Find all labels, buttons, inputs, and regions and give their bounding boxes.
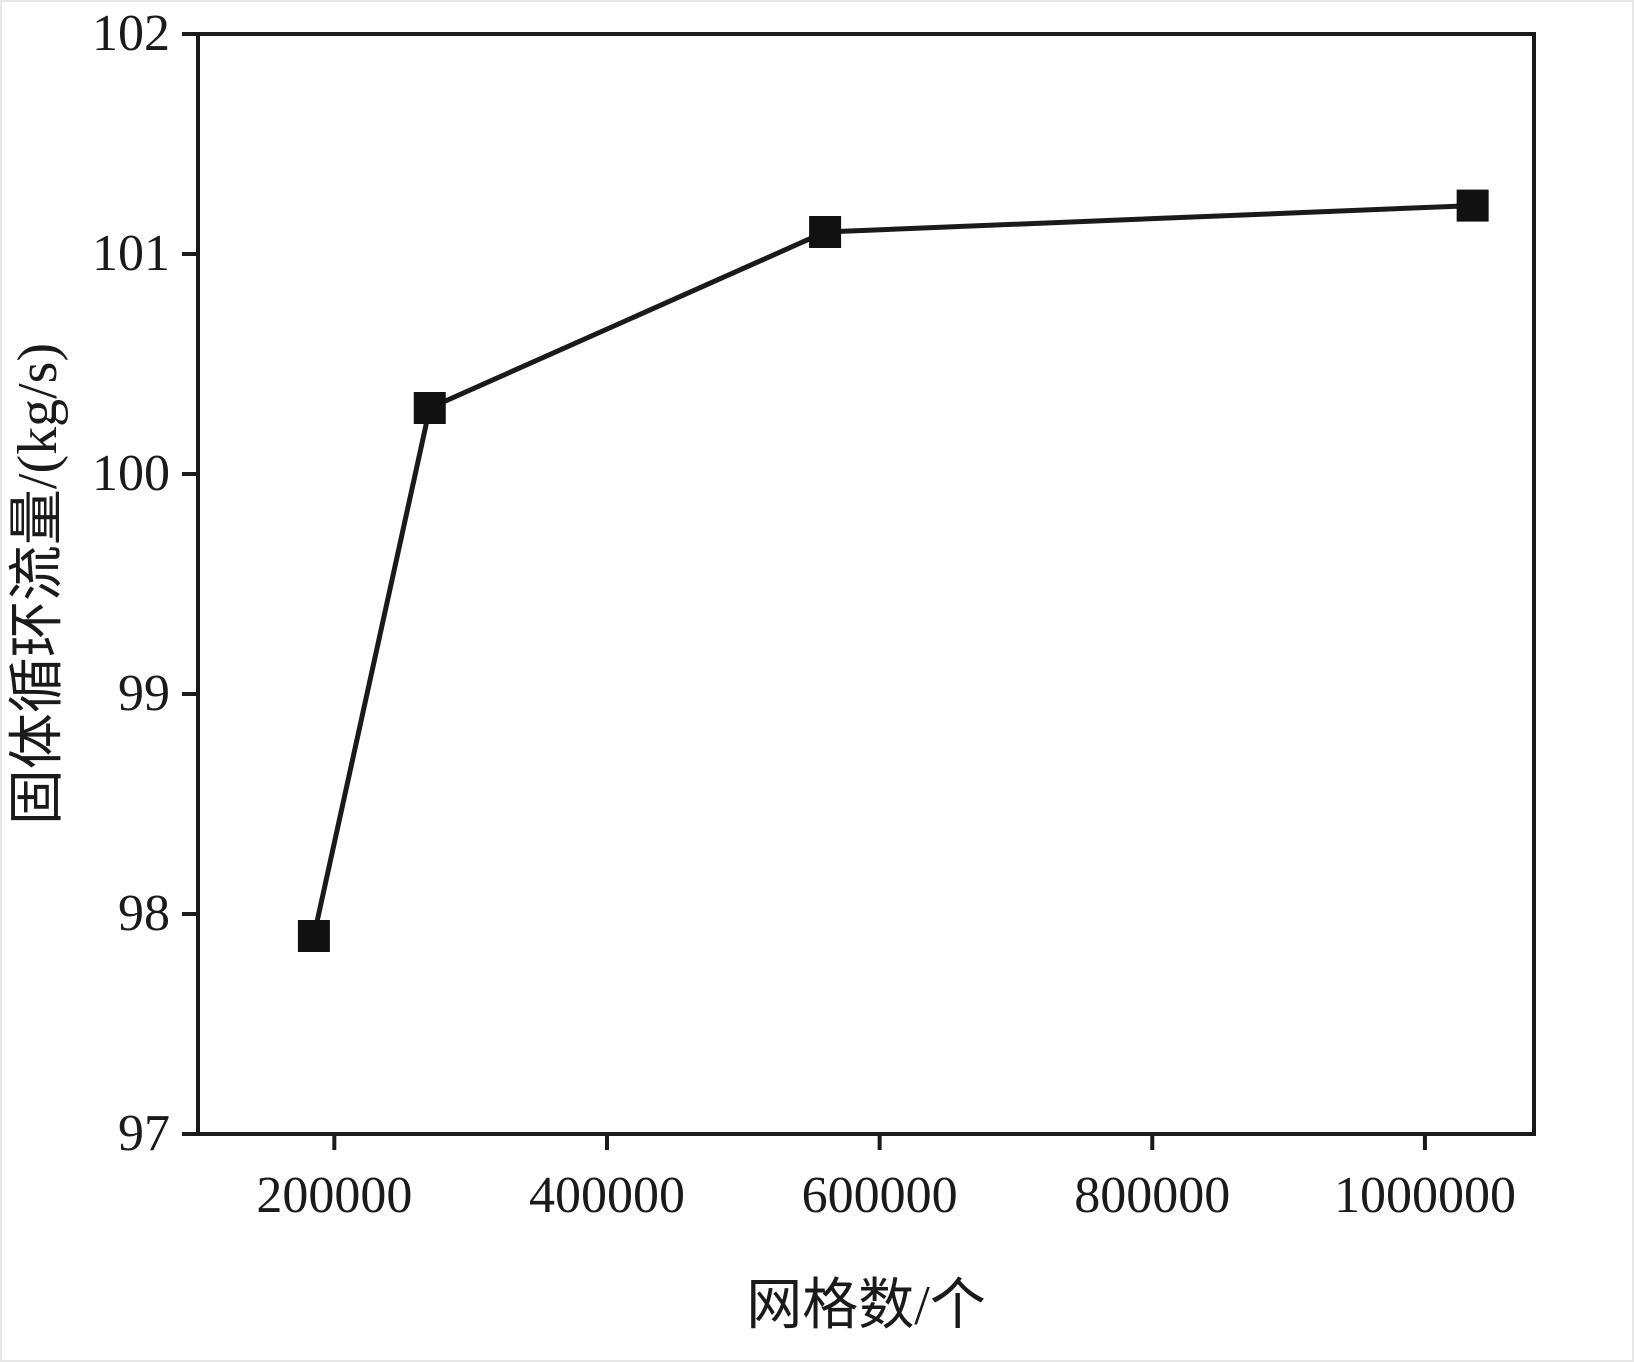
y-tick-label: 98 <box>118 885 170 942</box>
data-point-marker <box>809 216 842 248</box>
y-tick-label: 99 <box>118 665 170 722</box>
data-point-marker <box>297 920 330 952</box>
data-point-marker <box>413 392 446 424</box>
x-tick-label: 1000000 <box>1334 1167 1516 1224</box>
x-tick-label: 800000 <box>1074 1167 1230 1224</box>
plot-frame <box>196 32 1536 1136</box>
x-axis-label: 网格数/个 <box>746 1275 986 1337</box>
y-tick-label: 97 <box>118 1105 170 1162</box>
x-tick-label: 200000 <box>256 1167 412 1224</box>
x-tick-label: 600000 <box>802 1167 958 1224</box>
data-point-marker <box>1456 189 1489 222</box>
series-line <box>311 203 1473 937</box>
y-tick-label: 102 <box>92 5 170 62</box>
y-axis-label: 固体循环流量/(kg/s) <box>7 343 69 825</box>
x-tick-label: 400000 <box>529 1167 685 1224</box>
y-tick-label: 101 <box>92 225 170 282</box>
y-tick-label: 100 <box>92 445 170 502</box>
